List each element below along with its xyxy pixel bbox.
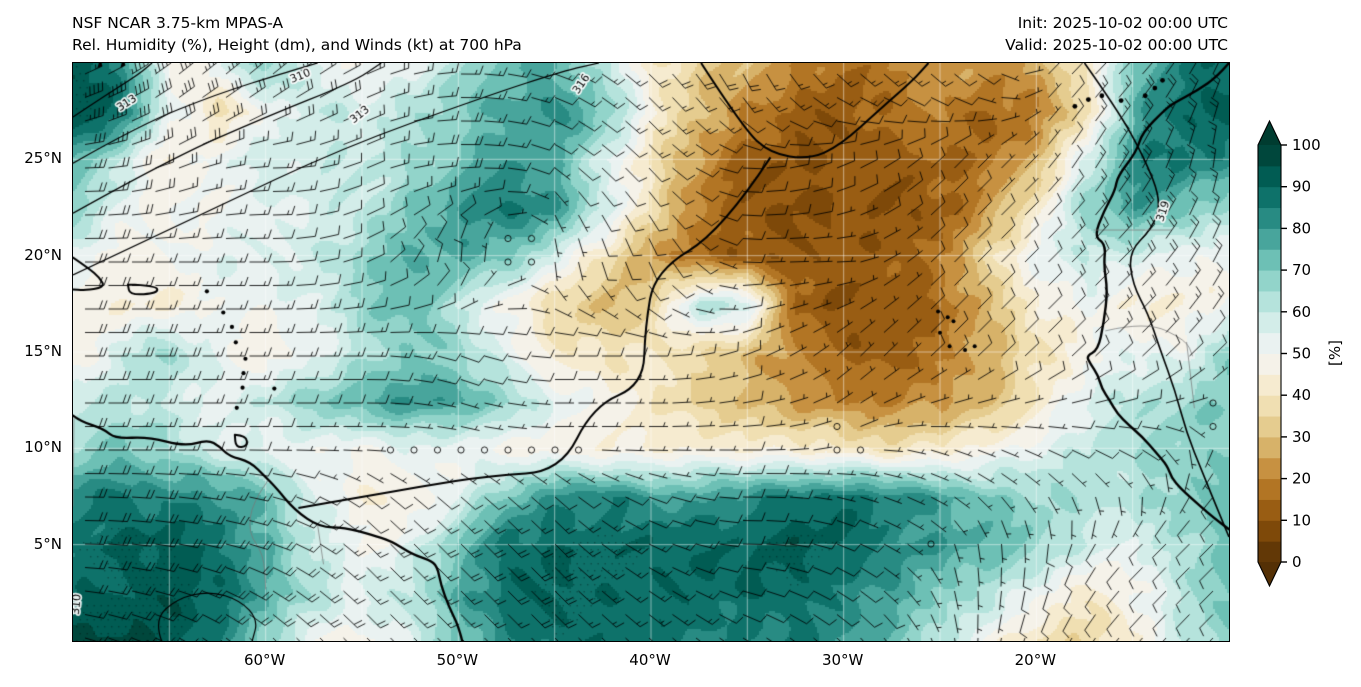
colorbar-tick-label: 90 (1292, 178, 1311, 196)
colorbar: 0 10 20 30 40 50 60 70 80 90 100 (1248, 112, 1358, 598)
y-axis-tick-label: 25°N (24, 149, 62, 168)
colorbar-tick-label: 80 (1292, 219, 1311, 237)
colorbar-tick-label: 30 (1292, 428, 1311, 446)
figure-subtitle: Rel. Humidity (%), Height (dm), and Wind… (72, 36, 522, 54)
figure-title: NSF NCAR 3.75-km MPAS-A (72, 14, 284, 32)
colorbar-tick-label: 10 (1292, 511, 1311, 529)
colorbar-tick-label: 60 (1292, 303, 1311, 321)
colorbar-tick-label: 70 (1292, 261, 1311, 279)
init-time: Init: 2025-10-02 00:00 UTC (1017, 14, 1228, 32)
map-plot (72, 62, 1230, 642)
map-canvas (73, 63, 1229, 641)
x-axis-tick-label: 40°W (629, 651, 671, 669)
y-axis-tick-label: 15°N (24, 342, 62, 360)
colorbar-tick-label: 0 (1292, 553, 1302, 571)
colorbar-tick-label: 100 (1292, 136, 1321, 154)
x-axis-tick-label: 30°W (821, 651, 864, 669)
y-axis-tick-label: 10°N (24, 438, 62, 457)
colorbar-tick-label: 40 (1292, 386, 1311, 404)
time-block: Init: 2025-10-02 00:00 UTC Valid: 2025-1… (828, 12, 1228, 56)
colorbar-tick-label: 50 (1292, 345, 1311, 363)
x-axis-tick-label: 50°W (436, 651, 479, 669)
valid-time: Valid: 2025-10-02 00:00 UTC (1005, 36, 1228, 54)
x-axis-tick-label: 20°W (1014, 651, 1057, 669)
y-axis-tick-label: 20°N (24, 245, 62, 264)
x-axis-tick-label: 60°W (243, 651, 286, 669)
colorbar-unit-label: [%] (1326, 340, 1344, 366)
title-block: NSF NCAR 3.75-km MPAS-A Rel. Humidity (%… (72, 12, 522, 56)
y-axis-tick-label: 5°N (33, 534, 62, 553)
colorbar-tick-label: 20 (1292, 470, 1311, 488)
